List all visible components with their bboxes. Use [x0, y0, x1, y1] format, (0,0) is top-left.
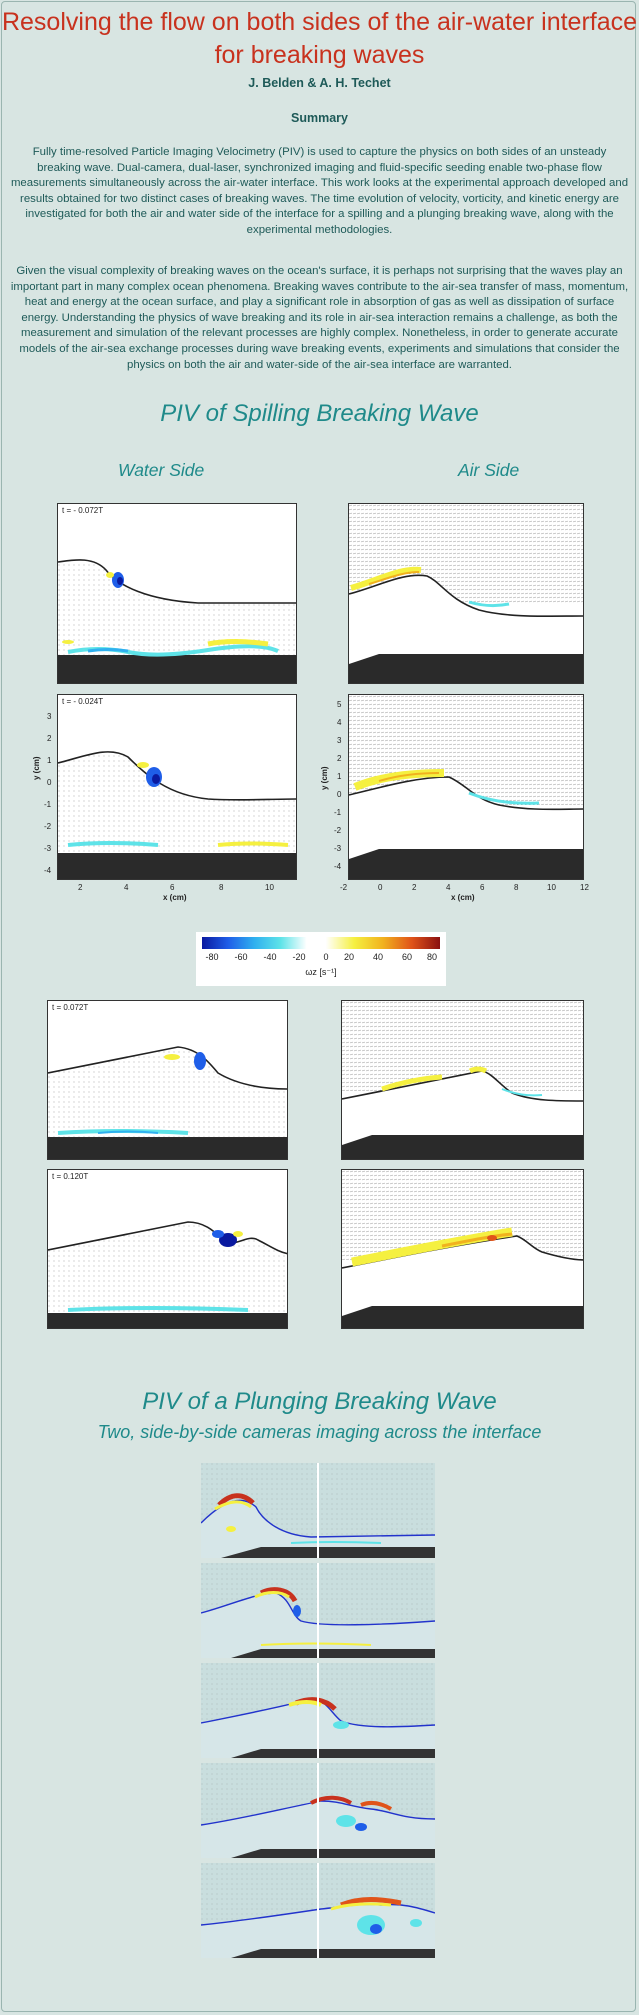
xtick: 8 [514, 883, 519, 892]
plunging-panel-3 [201, 1663, 435, 1758]
water-panel-t4: t = 0.120T [47, 1169, 288, 1329]
plunging-field-4 [201, 1763, 435, 1858]
air-xlabel: x (cm) [451, 893, 475, 902]
ytick: -2 [334, 826, 342, 835]
ytick: -4 [334, 862, 342, 871]
colorbar-gradient [202, 937, 440, 949]
time-label: t = - 0.024T [62, 697, 104, 706]
air-panel-t3 [341, 1000, 584, 1160]
time-label: t = - 0.072T [62, 506, 104, 515]
ytick: 5 [337, 700, 342, 709]
xtick: 4 [446, 883, 451, 892]
colorbar-tick: 20 [343, 952, 355, 962]
water-xlabel: x (cm) [163, 893, 187, 902]
summary-paragraph-2: Given the visual complexity of breaking … [10, 265, 629, 371]
xtick: 10 [547, 883, 556, 892]
water-panel-t3: t = 0.072T [47, 1000, 288, 1160]
ytick: 3 [337, 736, 342, 745]
plunging-heading: PIV of a Plunging Breaking Wave [142, 1388, 497, 1415]
ytick: -2 [44, 822, 52, 831]
plunging-field-1 [201, 1463, 435, 1558]
ytick: 2 [47, 734, 52, 743]
water-panel-t2: t = - 0.024T [57, 694, 297, 880]
summary-paragraph-1: Fully time-resolved Particle Imaging Vel… [10, 146, 629, 236]
ytick: -1 [44, 800, 52, 809]
xtick: 12 [580, 883, 589, 892]
ytick: 3 [47, 712, 52, 721]
summary-heading: Summary [291, 111, 348, 125]
ytick: 0 [47, 778, 52, 787]
xtick: 8 [219, 883, 224, 892]
vorticity-colorbar: -80 -60 -40 -20 0 20 40 60 80 ωz [s⁻¹] [196, 932, 446, 986]
air-field-t4 [342, 1170, 583, 1328]
water-field-t2 [58, 751, 296, 879]
xtick: 6 [170, 883, 175, 892]
ytick: 1 [47, 756, 52, 765]
water-field-t1 [58, 559, 296, 683]
ytick: -4 [44, 866, 52, 875]
water-panel-t1: t = - 0.072T [57, 503, 297, 684]
xtick: 4 [124, 883, 129, 892]
air-panel-t4 [341, 1169, 584, 1329]
ytick: -3 [44, 844, 52, 853]
title-line-2: for breaking waves [214, 41, 425, 69]
colorbar-tick: -60 [234, 952, 248, 962]
air-panel-t1 [348, 503, 584, 684]
ytick: 1 [337, 772, 342, 781]
ytick: 0 [337, 790, 342, 799]
plunging-panel-2 [201, 1563, 435, 1658]
colorbar-tick: -40 [263, 952, 277, 962]
xtick: 6 [480, 883, 485, 892]
xtick: 10 [265, 883, 274, 892]
plunging-panel-4 [201, 1763, 435, 1858]
time-label: t = 0.120T [52, 1172, 89, 1181]
plunging-panel-5 [201, 1863, 435, 1958]
air-field-t1 [349, 504, 583, 683]
xtick: 0 [378, 883, 383, 892]
water-field-t3 [48, 1046, 287, 1159]
air-panel-t2 [348, 694, 584, 880]
ytick: 4 [337, 718, 342, 727]
ytick: -1 [334, 808, 342, 817]
colorbar-tick: 0 [323, 952, 329, 962]
air-field-t2 [349, 695, 583, 879]
ytick: 2 [337, 754, 342, 763]
ytick: -3 [334, 844, 342, 853]
title-line-1: Resolving the flow on both sides of the … [1, 8, 638, 36]
colorbar-tick: -80 [205, 952, 219, 962]
plunging-panel-1 [201, 1463, 435, 1558]
colorbar-tick: -20 [292, 952, 306, 962]
spilling-heading: PIV of Spilling Breaking Wave [160, 400, 479, 427]
time-label: t = 0.072T [52, 1003, 89, 1012]
plunging-field-5 [201, 1863, 435, 1958]
colorbar-tick: 40 [372, 952, 384, 962]
colorbar-unit: ωz [s⁻¹] [305, 967, 337, 977]
air-ylabel: y (cm) [320, 766, 329, 790]
water-ylabel: y (cm) [32, 756, 41, 780]
plunging-field-3 [201, 1663, 435, 1758]
authors: J. Belden & A. H. Techet [248, 76, 391, 90]
water-field-t4 [48, 1221, 287, 1328]
xtick: 2 [412, 883, 417, 892]
air-side-heading: Air Side [458, 460, 520, 480]
xtick: -2 [340, 883, 348, 892]
air-field-t3 [342, 1001, 583, 1159]
plunging-subheading: Two, side-by-side cameras imaging across… [97, 1422, 542, 1442]
water-side-heading: Water Side [118, 460, 205, 480]
colorbar-tick: 80 [426, 952, 438, 962]
plunging-field-2 [201, 1563, 435, 1658]
colorbar-tick: 60 [401, 952, 413, 962]
xtick: 2 [78, 883, 83, 892]
poster-title: Resolving the flow on both sides of the … [0, 6, 639, 72]
